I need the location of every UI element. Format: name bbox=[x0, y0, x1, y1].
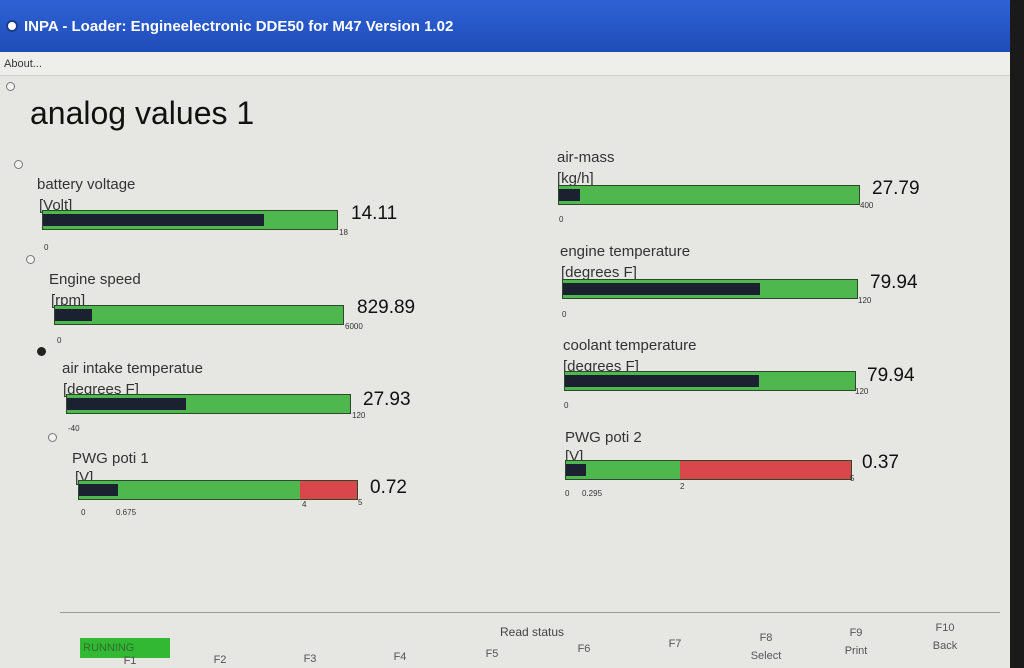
fkey-label: F5 bbox=[485, 648, 499, 660]
gauge-value: 27.93 bbox=[363, 389, 411, 410]
gauge-max: 5 bbox=[358, 498, 363, 507]
fkey-f5[interactable]: F5 bbox=[452, 648, 532, 660]
fkey-label: F8 bbox=[759, 632, 773, 644]
gauge-red-start: 4 bbox=[302, 500, 307, 509]
app-icon bbox=[6, 20, 18, 32]
fkey-label: F1 bbox=[123, 655, 137, 667]
fkey-f3[interactable]: F3 bbox=[270, 653, 350, 665]
gauge-max: 400 bbox=[860, 201, 874, 210]
status-divider bbox=[60, 612, 1000, 613]
gauge-bar-engine-speed bbox=[54, 305, 344, 325]
fkey-action: Back bbox=[932, 640, 958, 652]
radio-button[interactable] bbox=[6, 82, 15, 91]
gauge-fill bbox=[79, 484, 118, 496]
gauge-unit: [Volt] bbox=[39, 197, 73, 214]
gauge-unit: [degrees F] bbox=[561, 264, 637, 281]
radio-button[interactable] bbox=[14, 160, 23, 169]
title-bar: INPA - Loader: Engineelectronic DDE50 fo… bbox=[0, 0, 1010, 52]
radio-button[interactable] bbox=[48, 433, 57, 442]
gauge-fill bbox=[559, 189, 580, 201]
gauge-min: 0 bbox=[57, 336, 62, 345]
fkey-f9[interactable]: F9 Print bbox=[816, 627, 896, 657]
gauge-bar-air-mass bbox=[558, 185, 860, 205]
gauge-label-air-intake-temperature: air intake temperatue bbox=[62, 360, 203, 377]
gauge-fill bbox=[566, 464, 586, 476]
read-status-label: Read status bbox=[500, 625, 565, 639]
radio-button-selected[interactable] bbox=[37, 347, 46, 356]
fkey-action: Select bbox=[750, 650, 782, 662]
gauge-label-air-mass: air-mass bbox=[557, 149, 615, 166]
fkey-f7[interactable]: F7 bbox=[635, 638, 715, 650]
gauge-fill bbox=[67, 398, 186, 410]
gauge-bar-pwg-poti-1 bbox=[78, 480, 358, 500]
gauge-max: 120 bbox=[352, 411, 366, 420]
gauge-min: 0 bbox=[565, 489, 570, 498]
fkey-f1[interactable]: F1 bbox=[90, 655, 170, 667]
gauge-max: 120 bbox=[858, 296, 872, 305]
gauge-label-pwg-poti-1: PWG poti 1 bbox=[72, 450, 149, 467]
fkey-label: F7 bbox=[668, 638, 682, 650]
running-indicator: RUNNING bbox=[80, 638, 170, 658]
gauge-value: 79.94 bbox=[867, 365, 915, 386]
fkey-f4[interactable]: F4 bbox=[360, 651, 440, 663]
gauge-unit: [degrees F] bbox=[63, 381, 139, 398]
gauge-value: 27.79 bbox=[872, 178, 920, 199]
gauge-red-zone bbox=[680, 461, 851, 479]
gauge-value: 0.37 bbox=[862, 452, 899, 473]
gauge-label-pwg-poti-2: PWG poti 2 bbox=[565, 429, 642, 446]
gauge-bar-pwg-poti-2 bbox=[565, 460, 852, 480]
gauge-mark: 0.295 bbox=[582, 489, 603, 498]
fkey-label: F2 bbox=[213, 654, 227, 666]
gauge-fill bbox=[565, 375, 760, 387]
radio-button[interactable] bbox=[26, 255, 35, 264]
fkey-f6[interactable]: F6 bbox=[544, 643, 624, 655]
window-title: INPA - Loader: Engineelectronic DDE50 fo… bbox=[24, 17, 454, 35]
gauge-max: 6000 bbox=[345, 322, 363, 331]
fkey-label: F10 bbox=[935, 622, 955, 634]
gauge-fill bbox=[43, 214, 264, 226]
gauge-mark: 0.675 bbox=[116, 508, 137, 517]
fkey-f10[interactable]: F10 Back bbox=[905, 622, 985, 652]
gauge-unit: [kg/h] bbox=[557, 170, 594, 187]
menu-bar: About... bbox=[0, 52, 1010, 76]
fkey-label: F9 bbox=[849, 627, 863, 639]
gauge-label-coolant-temperature: coolant temperature bbox=[563, 337, 697, 354]
gauge-label-battery-voltage: battery voltage bbox=[37, 176, 136, 193]
gauge-bar-coolant-temperature bbox=[564, 371, 856, 391]
gauge-min: -40 bbox=[68, 424, 80, 433]
gauge-min: 0 bbox=[562, 310, 567, 319]
gauge-min: 0 bbox=[44, 243, 49, 252]
fkey-label: F6 bbox=[577, 643, 591, 655]
fkey-f8[interactable]: F8 Select bbox=[726, 632, 806, 662]
gauge-value: 14.11 bbox=[351, 203, 398, 224]
gauge-bar-battery-voltage bbox=[42, 210, 338, 230]
menu-about[interactable]: About... bbox=[4, 57, 42, 70]
gauge-max: 5 bbox=[850, 474, 855, 483]
gauge-fill bbox=[55, 309, 93, 321]
fkey-f2[interactable]: F2 bbox=[180, 654, 260, 666]
gauge-max: 120 bbox=[855, 387, 869, 396]
gauge-min: 0 bbox=[564, 401, 569, 410]
gauge-label-engine-temperature: engine temperature bbox=[560, 243, 691, 260]
gauge-red-start: 2 bbox=[680, 482, 685, 491]
gauge-unit: [degrees F] bbox=[563, 358, 639, 375]
gauge-value: 829.89 bbox=[357, 297, 416, 318]
gauge-min: 0 bbox=[81, 508, 86, 517]
gauge-max: 18 bbox=[339, 228, 348, 237]
gauge-fill bbox=[563, 283, 760, 295]
gauge-bar-air-intake-temperature bbox=[66, 394, 351, 414]
fkey-action: Print bbox=[844, 645, 868, 657]
gauge-label-engine-speed: Engine speed bbox=[49, 271, 141, 288]
page-title: analog values 1 bbox=[30, 95, 255, 131]
gauge-value: 79.94 bbox=[870, 272, 918, 293]
fkey-label: F4 bbox=[393, 651, 407, 663]
gauge-bar-engine-temperature bbox=[562, 279, 858, 299]
gauge-red-zone bbox=[300, 481, 357, 499]
fkey-label: F3 bbox=[303, 653, 317, 665]
gauge-unit: [rpm] bbox=[51, 292, 86, 309]
gauge-value: 0.72 bbox=[370, 477, 407, 498]
gauge-min: 0 bbox=[559, 215, 564, 224]
